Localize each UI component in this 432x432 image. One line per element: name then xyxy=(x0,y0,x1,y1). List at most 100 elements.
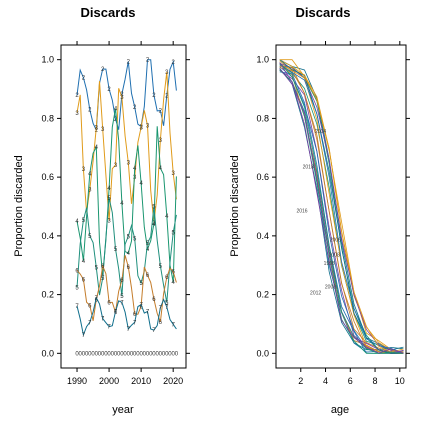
left-series-marker: 7 xyxy=(120,300,124,306)
right-x-axis: 2 4 6 8 10 xyxy=(298,41,405,386)
left-series-marker: 3 xyxy=(159,138,163,144)
right-y-tick-label: 0.2 xyxy=(256,290,269,300)
left-zero-marker: 0 xyxy=(133,351,137,357)
left-y-tick-label: 0.8 xyxy=(41,113,54,123)
left-series-marker: 2 xyxy=(107,87,111,93)
left-zero-marker: 0 xyxy=(114,351,118,357)
right-series-line xyxy=(279,68,404,351)
left-series-marker: 5 xyxy=(120,294,124,300)
left-zero-marker: 0 xyxy=(127,351,131,357)
right-y-tick-label: 0.0 xyxy=(256,348,269,358)
left-series-marker: 4 xyxy=(82,259,86,265)
left-x-tick-label: 1990 xyxy=(67,376,87,386)
left-series-marker: 4 xyxy=(146,247,150,253)
left-zero-marker: 0 xyxy=(111,351,115,357)
left-series-marker: 2 xyxy=(159,109,163,115)
left-series-marker: 2 xyxy=(82,76,86,82)
left-y-axis: 0.0 0.2 0.4 0.6 0.8 1.0 xyxy=(41,55,190,358)
left-series-marker: 3 xyxy=(127,161,131,167)
right-series-line xyxy=(279,59,404,353)
left-y-tick-label: 0.4 xyxy=(41,231,54,241)
left-series-marker: 2 xyxy=(75,93,79,99)
left-series-marker: 4 xyxy=(133,166,137,172)
left-series-marker: 3 xyxy=(120,95,124,101)
left-series-marker: 2 xyxy=(101,67,105,73)
left-zero-marker: 0 xyxy=(155,351,159,357)
left-zero-marker: 0 xyxy=(172,351,176,357)
left-x-tick-label: 2000 xyxy=(99,376,119,386)
left-zero-marker: 0 xyxy=(165,351,169,357)
left-y-tick-label: 0.0 xyxy=(41,348,54,358)
right-x-tick-label: 2 xyxy=(298,376,303,386)
right-year-label: 2012 xyxy=(310,291,321,297)
left-series-marker: 2 xyxy=(114,117,118,123)
right-x-tick-label: 10 xyxy=(395,376,405,386)
left-series-line xyxy=(76,71,177,223)
left-series-line xyxy=(76,255,177,322)
left-series-marker: 6 xyxy=(120,278,124,284)
left-series-marker: 3 xyxy=(95,126,99,132)
left-series-marker: 3 xyxy=(107,219,111,225)
left-series-marker: 6 xyxy=(127,265,131,271)
left-zero-marker: 0 xyxy=(152,351,156,357)
left-plot-frame xyxy=(60,44,187,369)
left-series-marker: 7 xyxy=(133,320,137,326)
left-series-marker: 5 xyxy=(172,231,176,237)
left-zero-marker: 0 xyxy=(98,351,102,357)
left-x-tick-label: 2010 xyxy=(131,376,151,386)
left-series-marker: 4 xyxy=(152,222,156,228)
left-series-marker: 2 xyxy=(146,58,150,64)
left-zero-marker: 0 xyxy=(130,351,134,357)
left-series-marker: 2 xyxy=(95,128,99,134)
right-year-label: 2008 xyxy=(329,252,340,258)
left-zero-marker: 0 xyxy=(146,351,150,357)
left-series-marker: 3 xyxy=(82,167,86,173)
left-series-marker: 5 xyxy=(127,234,131,240)
left-zero-marker: 0 xyxy=(143,351,147,357)
right-y-tick-label: 1.0 xyxy=(256,55,269,65)
left-series-marker: 6 xyxy=(101,264,105,270)
left-series-marker: 7 xyxy=(88,320,92,326)
left-zero-marker: 0 xyxy=(101,351,105,357)
right-year-label: 2004 xyxy=(315,129,326,135)
right-y-label: Proportion discarded xyxy=(229,155,241,257)
left-zero-marker: 0 xyxy=(88,351,92,357)
right-year-label: 2016 xyxy=(296,208,307,214)
left-series-marker: 4 xyxy=(139,181,143,187)
left-zero-marker: 0 xyxy=(95,351,99,357)
left-zero-marker: 0 xyxy=(104,351,108,357)
left-series-marker: 7 xyxy=(101,317,105,323)
left-series-marker: 5 xyxy=(146,241,150,247)
left-series-marker: 3 xyxy=(133,175,137,181)
left-series-marker: 6 xyxy=(146,273,150,279)
right-x-tick-label: 6 xyxy=(348,376,353,386)
right-panel: Discards 0.00.20.40.60.81.0 2 4 6 8 10 20042… xyxy=(229,5,410,416)
right-y-tick-label: 0.4 xyxy=(256,231,269,241)
left-series-marker: 6 xyxy=(88,303,92,309)
right-plot-frame xyxy=(275,44,407,369)
left-zero-marker: 0 xyxy=(85,351,89,357)
left-series-line xyxy=(76,108,177,283)
left-series-marker: 5 xyxy=(101,276,105,282)
left-x-label: year xyxy=(112,404,134,416)
left-series-marker: 3 xyxy=(88,187,92,193)
right-year-label: 2006 xyxy=(330,238,341,244)
left-series-marker: 6 xyxy=(82,277,86,283)
left-zero-marker: 0 xyxy=(120,351,124,357)
left-series-marker: 7 xyxy=(107,325,111,331)
left-series-marker: 6 xyxy=(114,310,118,316)
left-series-marker: 7 xyxy=(95,296,99,302)
left-zero-marker: 0 xyxy=(168,351,172,357)
left-series-marker: 2 xyxy=(152,93,156,99)
left-zero-marker: 0 xyxy=(139,351,143,357)
left-series-line xyxy=(76,59,177,132)
right-series-line xyxy=(279,59,404,351)
left-series-marker: 5 xyxy=(152,205,156,211)
right-year-label: 1998 xyxy=(324,261,335,267)
right-y-tick-label: 0.6 xyxy=(256,172,269,182)
left-series-marker: 7 xyxy=(172,322,176,328)
left-panel: Discards 0.00.20.40.60.81.0 1990 2000 2010… xyxy=(13,5,190,416)
left-y-tick-label: 0.2 xyxy=(41,290,54,300)
left-y-tick-label: 0.6 xyxy=(41,172,54,182)
